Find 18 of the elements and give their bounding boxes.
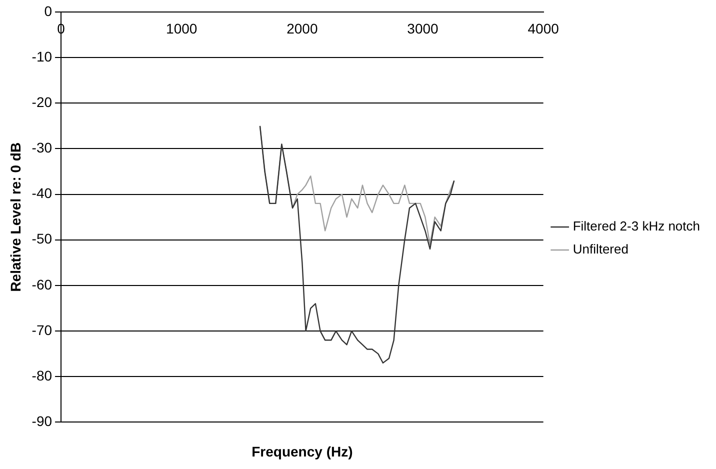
y-tick-label: -30 <box>32 140 52 156</box>
x-tick-label: 2000 <box>286 20 318 36</box>
x-axis-title: Frequency (Hz) <box>252 443 353 460</box>
y-tick-label: -10 <box>32 48 52 64</box>
legend-label: Unfiltered <box>572 242 628 257</box>
y-tick-label: -60 <box>32 276 52 292</box>
y-tick-label: -70 <box>32 322 52 338</box>
y-tick-label: -80 <box>32 367 52 384</box>
legend-label: Filtered 2-3 kHz notch <box>572 218 700 234</box>
y-tick-label: -50 <box>32 230 52 247</box>
y-axis-title: Relative Level re: 0 dB <box>7 142 24 292</box>
x-tick-label: 1000 <box>166 20 198 36</box>
x-tick-label: 4000 <box>528 20 560 36</box>
y-tick-label: -20 <box>32 94 52 110</box>
y-tick-label: 0 <box>44 2 52 19</box>
x-tick-label: 3000 <box>407 20 439 36</box>
y-tick-label: -90 <box>32 413 52 430</box>
y-tick-label: -40 <box>32 185 52 202</box>
